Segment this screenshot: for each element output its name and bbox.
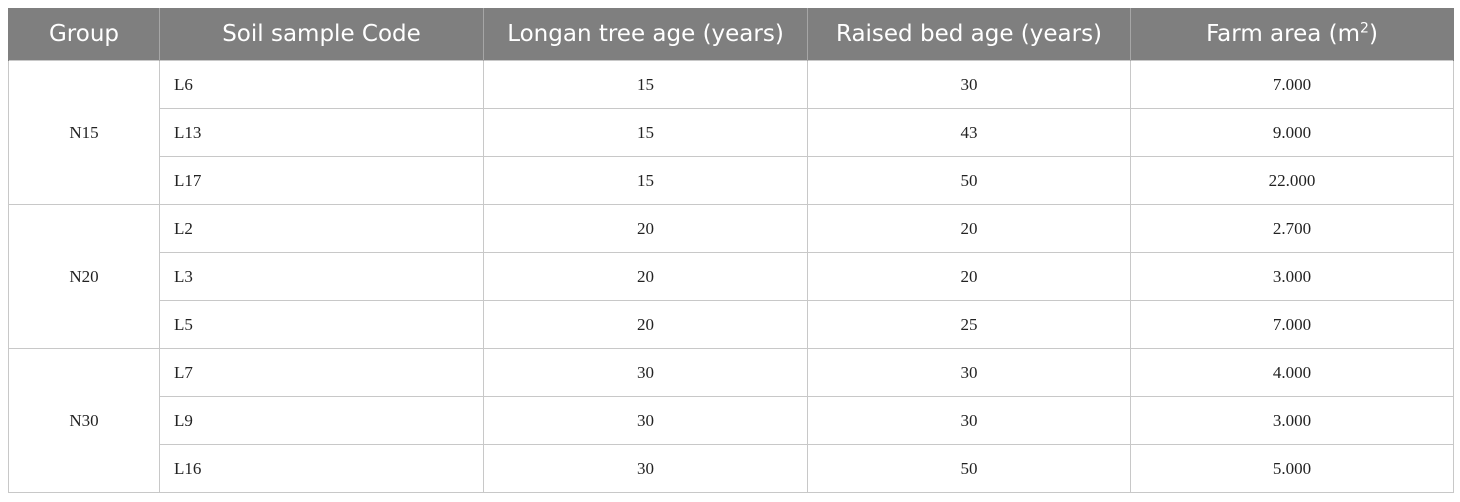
bed-age-cell: 43: [807, 108, 1131, 157]
bed-age-cell: 50: [807, 444, 1131, 493]
table-row: N30 L7 30 30 4.000: [8, 348, 1454, 493]
tree-age-cell: 30: [483, 396, 808, 445]
soil-code-cell: L7: [159, 348, 484, 397]
table-row: L17 15 50 22.000: [9, 156, 1454, 205]
header-farm-area-label: Farm area (m: [1206, 21, 1361, 47]
farm-area-cell: 3.000: [1130, 396, 1454, 445]
table-row: L3 20 20 3.000: [9, 252, 1454, 301]
header-longan-tree-age: Longan tree age (years): [483, 8, 808, 61]
farm-area-cell: 7.000: [1130, 60, 1454, 109]
tree-age-cell: 15: [483, 156, 808, 205]
tree-age-cell: 20: [483, 204, 808, 253]
soil-code-cell: L9: [159, 396, 484, 445]
bed-age-cell: 25: [807, 300, 1131, 349]
header-farm-area-close: ): [1368, 21, 1378, 47]
header-raised-bed-age: Raised bed age (years): [807, 8, 1131, 61]
farm-area-cell: 3.000: [1130, 252, 1454, 301]
tree-age-cell: 20: [483, 252, 808, 301]
soil-code-cell: L16: [159, 444, 484, 493]
table-row: L9 30 30 3.000: [9, 396, 1454, 445]
bed-age-cell: 30: [807, 60, 1131, 109]
tree-age-cell: 15: [483, 108, 808, 157]
header-farm-area-superscript: 2: [1360, 20, 1369, 37]
bed-age-cell: 30: [807, 396, 1131, 445]
table-row: L5 20 25 7.000: [9, 300, 1454, 349]
soil-code-cell: L13: [159, 108, 484, 157]
data-table-container: Group Soil sample Code Longan tree age (…: [8, 8, 1454, 493]
table-row: L13 15 43 9.000: [9, 108, 1454, 157]
soil-code-cell: L6: [159, 60, 484, 109]
farm-area-cell: 2.700: [1130, 204, 1454, 253]
table-body: N15 L6 15 30 7.000 L13 15 43 9.000 L17 1…: [8, 60, 1454, 493]
soil-code-cell: L17: [159, 156, 484, 205]
bed-age-cell: 20: [807, 252, 1131, 301]
soil-code-cell: L3: [159, 252, 484, 301]
soil-code-cell: L5: [159, 300, 484, 349]
tree-age-cell: 30: [483, 444, 808, 493]
tree-age-cell: 30: [483, 348, 808, 397]
header-row: Group Soil sample Code Longan tree age (…: [8, 8, 1454, 61]
table-row: N20 L2 20 20 2.700: [8, 204, 1454, 349]
tree-age-cell: 20: [483, 300, 808, 349]
bed-age-cell: 50: [807, 156, 1131, 205]
header-soil-sample-code: Soil sample Code: [159, 8, 484, 61]
farm-area-cell: 5.000: [1130, 444, 1454, 493]
group-cell: N15: [8, 60, 160, 205]
farm-area-cell: 9.000: [1130, 108, 1454, 157]
farm-area-cell: 4.000: [1130, 348, 1454, 397]
group-cell: N30: [8, 348, 160, 493]
group-cell: N20: [8, 204, 160, 349]
soil-sample-table: Group Soil sample Code Longan tree age (…: [8, 8, 1454, 493]
bed-age-cell: 20: [807, 204, 1131, 253]
farm-area-cell: 7.000: [1130, 300, 1454, 349]
header-group: Group: [8, 8, 160, 61]
soil-code-cell: L2: [159, 204, 484, 253]
tree-age-cell: 15: [483, 60, 808, 109]
header-farm-area: Farm area (m2): [1130, 8, 1454, 61]
farm-area-cell: 22.000: [1130, 156, 1454, 205]
table-row: L16 30 50 5.000: [9, 444, 1454, 493]
table-row: N15 L6 15 30 7.000: [8, 60, 1454, 205]
bed-age-cell: 30: [807, 348, 1131, 397]
table-header: Group Soil sample Code Longan tree age (…: [8, 8, 1454, 61]
